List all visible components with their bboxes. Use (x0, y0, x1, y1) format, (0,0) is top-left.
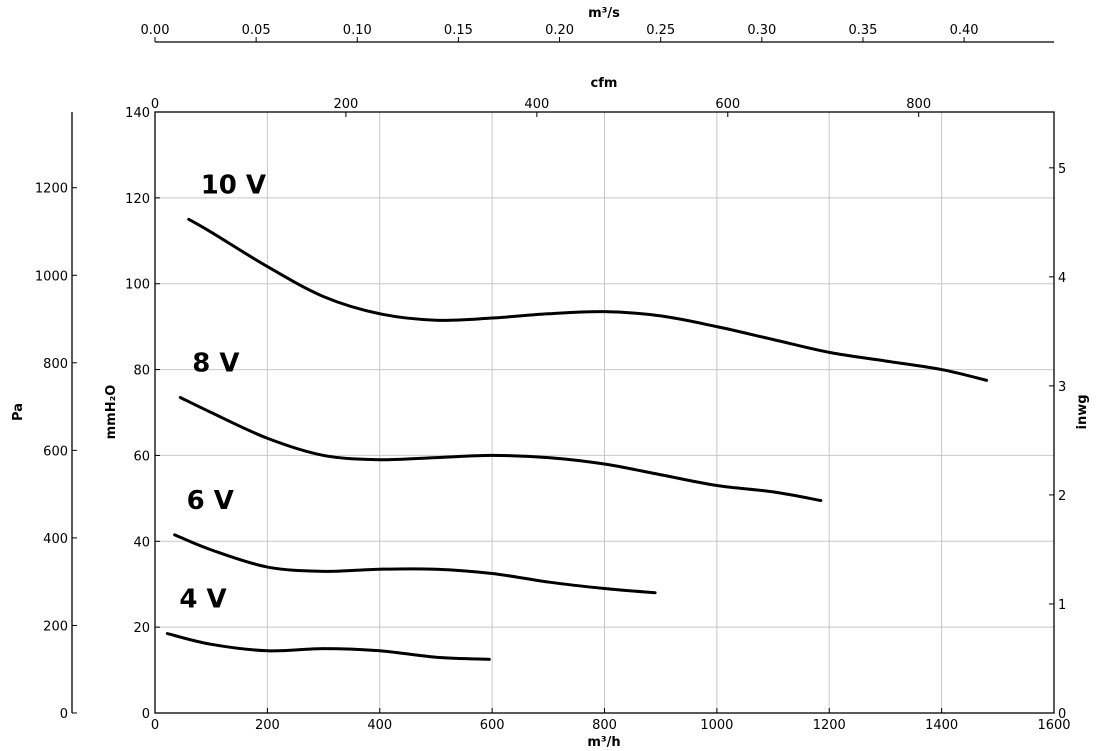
top-ms-tick-label: 0.05 (242, 23, 271, 38)
top-ms-tick-label: 0.40 (950, 23, 979, 38)
tick-labels: 0 200 400 600 800 1000 1200 1400 160002040608010… (35, 23, 1071, 733)
series-curves (165, 217, 989, 661)
right-inwg-tick-label: 4 (1058, 271, 1066, 286)
series-label: 6 V (187, 486, 234, 516)
right-inwg-tick-label: 0 (1058, 707, 1066, 722)
series-line-6v (173, 533, 657, 595)
y-tick-label: 140 (125, 106, 150, 121)
series-label: 4 V (179, 585, 226, 615)
x-tick-label: 1400 (925, 718, 958, 733)
top-cfm-tick-label: 600 (715, 97, 740, 112)
left-pa-axis-title: Pa (11, 403, 26, 421)
top-cfm-tick-label: 400 (524, 97, 549, 112)
x-tick-label: 600 (480, 718, 505, 733)
x-tick-label: 200 (255, 718, 280, 733)
grid (155, 112, 1054, 713)
left-pa-tick-label: 200 (43, 619, 68, 634)
x-tick-label: 0 (151, 718, 159, 733)
x-tick-label: 1600 (1037, 718, 1070, 733)
y-tick-label: 20 (133, 621, 150, 636)
top-ms-tick-label: 0.25 (646, 23, 675, 38)
x-tick-label: 800 (592, 718, 617, 733)
y-tick-label: 100 (125, 278, 150, 293)
left-pa-tick-label: 1000 (35, 269, 68, 284)
top-ms-tick-label: 0.20 (545, 23, 574, 38)
y-tick-label: 40 (133, 535, 150, 550)
top-ms-tick-label: 0.10 (343, 23, 372, 38)
y-tick-label: 120 (125, 192, 150, 207)
series-line-8v (178, 395, 823, 503)
x-tick-label: 1000 (700, 718, 733, 733)
x-axis-title: m³/h (587, 735, 620, 750)
right-inwg-axis-title: inwg (1075, 394, 1090, 429)
top-ms-tick-label: 0.35 (848, 23, 877, 38)
top-ms-tick-label: 0.30 (747, 23, 776, 38)
left-pa-tick-label: 800 (43, 357, 68, 372)
series-label: 10 V (201, 170, 266, 200)
right-inwg-tick-label: 1 (1058, 598, 1066, 613)
y-axis-title: mmH₂O (104, 385, 119, 440)
left-pa-tick-label: 600 (43, 444, 68, 459)
top-cfm-tick-label: 800 (906, 97, 931, 112)
y-tick-label: 80 (133, 364, 150, 379)
axes (71, 37, 1055, 714)
top-ms-tick-label: 0.15 (444, 23, 473, 38)
y-tick-label: 0 (142, 707, 150, 722)
series-labels: 10 V 8 V 6 V 4 V (179, 170, 266, 614)
right-inwg-tick-label: 2 (1058, 489, 1066, 504)
series-line-4v (165, 632, 491, 661)
left-pa-tick-label: 400 (43, 532, 68, 547)
left-pa-tick-label: 0 (60, 707, 68, 722)
right-inwg-tick-label: 3 (1058, 380, 1066, 395)
x-tick-label: 1200 (813, 718, 846, 733)
top-ms-axis-title: m³/s (588, 6, 620, 21)
y-tick-label: 60 (133, 449, 150, 464)
top-ms-tick-label: 0.00 (141, 23, 170, 38)
top-cfm-tick-label: 200 (334, 97, 359, 112)
series-label: 8 V (192, 348, 239, 378)
top-cfm-tick-label: 0 (151, 97, 159, 112)
x-tick-label: 400 (367, 718, 392, 733)
series-line-10v (187, 217, 989, 382)
top-cfm-axis-title: cfm (591, 76, 618, 91)
right-inwg-tick-label: 5 (1058, 162, 1066, 177)
left-pa-tick-label: 1200 (35, 182, 68, 197)
